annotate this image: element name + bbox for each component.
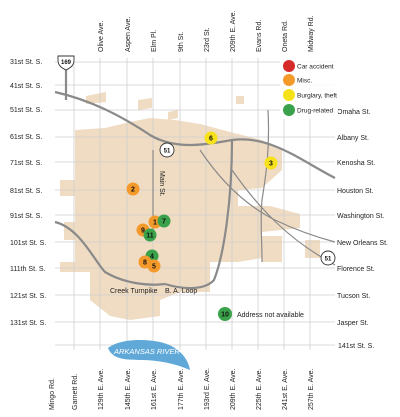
incident-10-note: Address not available <box>237 312 304 319</box>
svg-text:10: 10 <box>221 312 229 319</box>
creek-turnpike <box>54 220 166 286</box>
incident-7: 7 <box>157 214 171 228</box>
street-grid <box>55 58 335 350</box>
city-area <box>60 92 320 320</box>
svg-text:241st E. Ave.: 241st E. Ave. <box>282 369 289 410</box>
incident-5: 5 <box>147 259 161 273</box>
creek-turnpike-label: Creek Turnpike <box>110 288 158 295</box>
svg-text:51: 51 <box>325 257 332 263</box>
svg-text:1: 1 <box>153 220 157 227</box>
svg-text:Florence St.: Florence St. <box>337 266 375 273</box>
ba-loop-label: B. A. Loop <box>165 288 197 295</box>
svg-text:Oneta Rd.: Oneta Rd. <box>282 20 289 52</box>
roads <box>54 58 336 290</box>
svg-text:209th E. Ave.: 209th E. Ave. <box>230 10 237 52</box>
svg-text:Albany St.: Albany St. <box>337 135 369 142</box>
svg-text:121st St. S.: 121st St. S. <box>10 293 46 300</box>
svg-text:61st St. S.: 61st St. S. <box>10 134 42 141</box>
svg-text:Houston St.: Houston St. <box>337 188 374 195</box>
svg-text:225th E. Ave.: 225th E. Ave. <box>256 368 263 410</box>
svg-text:11: 11 <box>146 233 154 240</box>
svg-text:Drug-related: Drug-related <box>297 108 334 115</box>
svg-text:101st St. S.: 101st St. S. <box>10 240 46 247</box>
legend: Car accident Misc. Burglary, theft Drug-… <box>280 57 338 119</box>
shield-us-169: 169 <box>57 55 75 71</box>
legend-item-car-accident: Car accident <box>283 60 334 72</box>
svg-text:161st E. Ave.: 161st E. Ave. <box>151 369 158 410</box>
left-street-labels: 31st St. S. 41st St. S. 51st St. S. 61st… <box>10 59 46 327</box>
svg-text:Washington St.: Washington St. <box>337 213 384 220</box>
svg-text:177th E. Ave.: 177th E. Ave. <box>178 368 185 410</box>
svg-text:6: 6 <box>209 136 213 143</box>
svg-text:Garnett Rd.: Garnett Rd. <box>72 374 79 410</box>
svg-text:Car accident: Car accident <box>297 64 334 71</box>
svg-text:51st St. S.: 51st St. S. <box>10 107 42 114</box>
broken-arrow-loop <box>164 139 234 290</box>
svg-text:Aspen Ave.: Aspen Ave. <box>125 17 132 52</box>
arkansas-river: ARKANSAS RIVER <box>108 340 190 370</box>
svg-text:New Orleans St.: New Orleans St. <box>337 240 388 247</box>
incident-2: 2 <box>126 182 140 196</box>
river-label: ARKANSAS RIVER <box>113 347 180 356</box>
svg-text:7: 7 <box>162 219 166 226</box>
svg-text:129th E. Ave.: 129th E. Ave. <box>98 368 105 410</box>
legend-item-drug-related: Drug-related <box>283 104 334 116</box>
bottom-avenue-labels: Mingo Rd. Garnett Rd. 129th E. Ave. 145t… <box>49 368 315 410</box>
main-st-label: Main St. <box>158 171 165 197</box>
top-avenue-labels: Olive Ave. Aspen Ave. Elm Pl. 9th St. 23… <box>98 10 315 52</box>
shield-ok-51-east: 51 <box>320 250 336 266</box>
svg-text:193rd E. Ave.: 193rd E. Ave. <box>204 368 211 410</box>
svg-text:Misc.: Misc. <box>297 78 312 85</box>
svg-text:Omaha St.: Omaha St. <box>337 109 371 116</box>
svg-text:71st St. S.: 71st St. S. <box>10 160 42 167</box>
svg-text:Elm Pl.: Elm Pl. <box>151 30 158 52</box>
svg-text:Burglary, theft: Burglary, theft <box>297 93 337 100</box>
svg-text:31st St. S.: 31st St. S. <box>10 59 42 66</box>
svg-text:Tucson St.: Tucson St. <box>337 293 370 300</box>
svg-text:2: 2 <box>131 187 135 194</box>
svg-text:257th E. Ave.: 257th E. Ave. <box>308 368 315 410</box>
svg-text:4: 4 <box>150 254 154 261</box>
right-street-labels: Omaha St. Albany St. Kenosha St. Houston… <box>337 109 388 327</box>
incident-6: 6 <box>204 131 218 145</box>
svg-text:3: 3 <box>269 161 273 168</box>
svg-text:111th St. S.: 111th St. S. <box>10 266 46 273</box>
legend-item-burglary-theft: Burglary, theft <box>283 89 337 101</box>
svg-text:131st St. S.: 131st St. S. <box>10 320 46 327</box>
svg-text:Olive Ave.: Olive Ave. <box>98 21 105 52</box>
incident-11: 11 <box>143 228 157 242</box>
railroad <box>199 149 336 243</box>
svg-text:Kenosha St.: Kenosha St. <box>337 160 375 167</box>
svg-text:209th E. Ave.: 209th E. Ave. <box>230 368 237 410</box>
svg-text:81st St. S.: 81st St. S. <box>10 188 42 195</box>
svg-text:9: 9 <box>141 228 145 235</box>
svg-text:145th E. Ave.: 145th E. Ave. <box>125 368 132 410</box>
svg-text:5: 5 <box>152 264 156 271</box>
evans-rd-curve <box>260 109 270 263</box>
svg-text:8: 8 <box>143 260 147 267</box>
svg-text:Midway Rd.: Midway Rd. <box>308 15 315 52</box>
svg-text:Evans Rd.: Evans Rd. <box>256 20 263 52</box>
svg-text:169: 169 <box>61 60 72 66</box>
shield-ok-51-north: 51 <box>159 142 175 158</box>
svg-text:9th St.: 9th St. <box>178 32 185 52</box>
svg-text:23rd St.: 23rd St. <box>204 27 211 52</box>
bottom-street-label: 141st St. S. <box>338 343 374 350</box>
incident-markers: 6 3 2 1 7 9 11 4 <box>126 131 278 321</box>
svg-text:41st St. S.: 41st St. S. <box>10 83 42 90</box>
svg-text:Mingo Rd.: Mingo Rd. <box>49 378 56 410</box>
legend-item-misc: Misc. <box>283 74 312 86</box>
svg-text:Jasper St.: Jasper St. <box>337 320 369 327</box>
incident-10: 10 <box>218 307 232 321</box>
svg-text:51: 51 <box>164 149 171 155</box>
svg-text:91st St. S.: 91st St. S. <box>10 213 42 220</box>
highway-51-north <box>54 90 336 179</box>
incident-3: 3 <box>264 156 278 170</box>
